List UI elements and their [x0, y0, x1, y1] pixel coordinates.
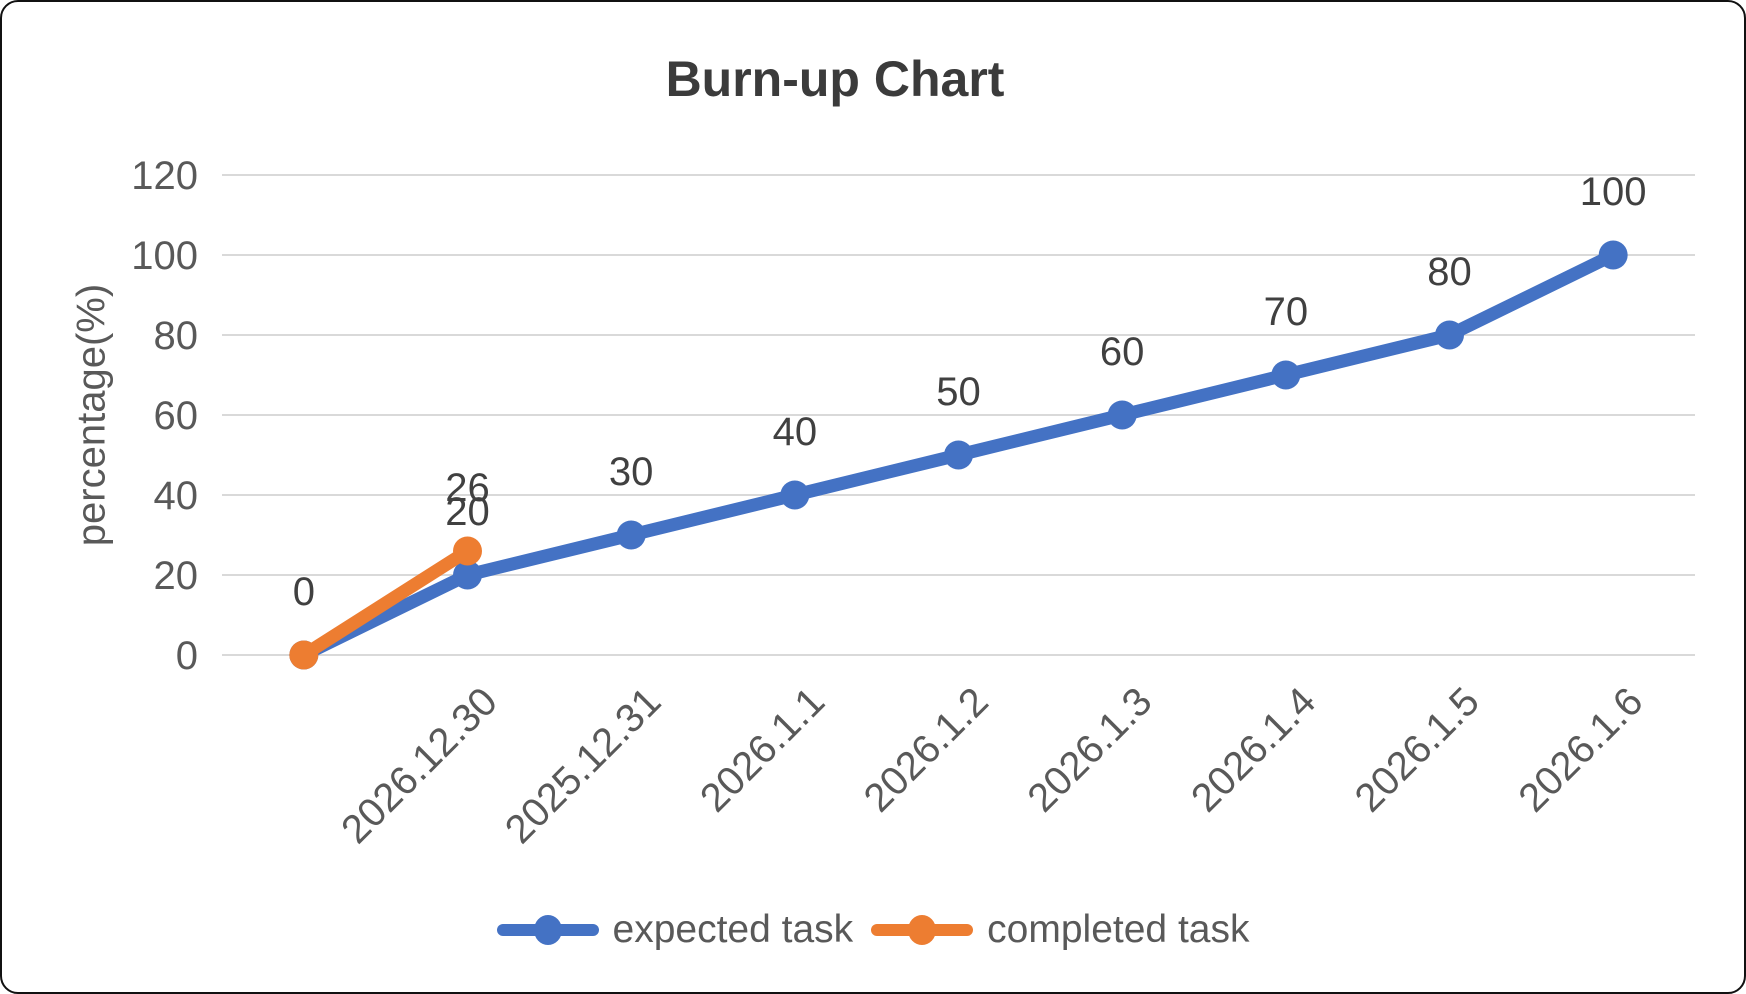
data-point-marker — [1271, 360, 1301, 390]
data-point-marker — [289, 640, 319, 670]
data-label: 60 — [1100, 330, 1145, 374]
data-point-marker — [616, 520, 646, 550]
y-tick-label: 60 — [154, 394, 199, 438]
x-tick-label: 2026.1.1 — [692, 679, 833, 820]
legend-item-expected-task: expected task — [496, 908, 854, 952]
data-label: 40 — [773, 410, 818, 454]
series-line-completed — [297, 544, 474, 662]
data-point-marker — [780, 480, 810, 510]
data-label: 26 — [445, 466, 490, 510]
x-tick-label: 2026.1.3 — [1019, 679, 1160, 820]
data-point-marker — [1435, 320, 1464, 350]
y-tick-label: 20 — [154, 554, 199, 598]
y-tick-label: 100 — [131, 234, 198, 278]
data-label: 20 — [445, 490, 490, 534]
data-label: 100 — [1580, 170, 1647, 214]
data-label: 80 — [1427, 250, 1472, 294]
legend: expected task completed task — [2, 898, 1744, 962]
y-tick-label: 120 — [131, 154, 198, 198]
y-tick-label: 80 — [154, 314, 199, 358]
data-point-marker — [1598, 240, 1628, 270]
data-label: 70 — [1264, 290, 1309, 334]
line-marker-icon — [496, 915, 599, 945]
y-tick-label: 0 — [176, 634, 198, 678]
legend-label-expected-task: expected task — [612, 908, 854, 951]
data-point-marker — [1107, 400, 1137, 430]
x-tick-label: 2026.1.4 — [1183, 679, 1324, 820]
data-point-marker — [453, 560, 482, 590]
x-tick-label: 2026.1.5 — [1347, 679, 1488, 820]
data-label: 0 — [293, 570, 315, 614]
x-tick-label: 2026.12.30 — [333, 679, 506, 852]
data-label: 30 — [609, 450, 654, 494]
line-marker-icon — [871, 915, 974, 945]
y-tick-label: 40 — [154, 474, 199, 518]
x-tick-label: 2025.12.31 — [497, 679, 670, 852]
chart-title: Burn-up Chart — [665, 51, 1005, 107]
x-tick-label: 2026.1.6 — [1510, 679, 1651, 820]
legend-label-completed-task: completed task — [987, 908, 1250, 951]
data-point-marker — [944, 440, 973, 470]
legend-item-completed-task: completed task — [871, 908, 1249, 952]
data-label: 50 — [936, 370, 981, 414]
x-tick-label: 2026.1.2 — [856, 679, 997, 820]
data-point-marker — [453, 536, 482, 566]
